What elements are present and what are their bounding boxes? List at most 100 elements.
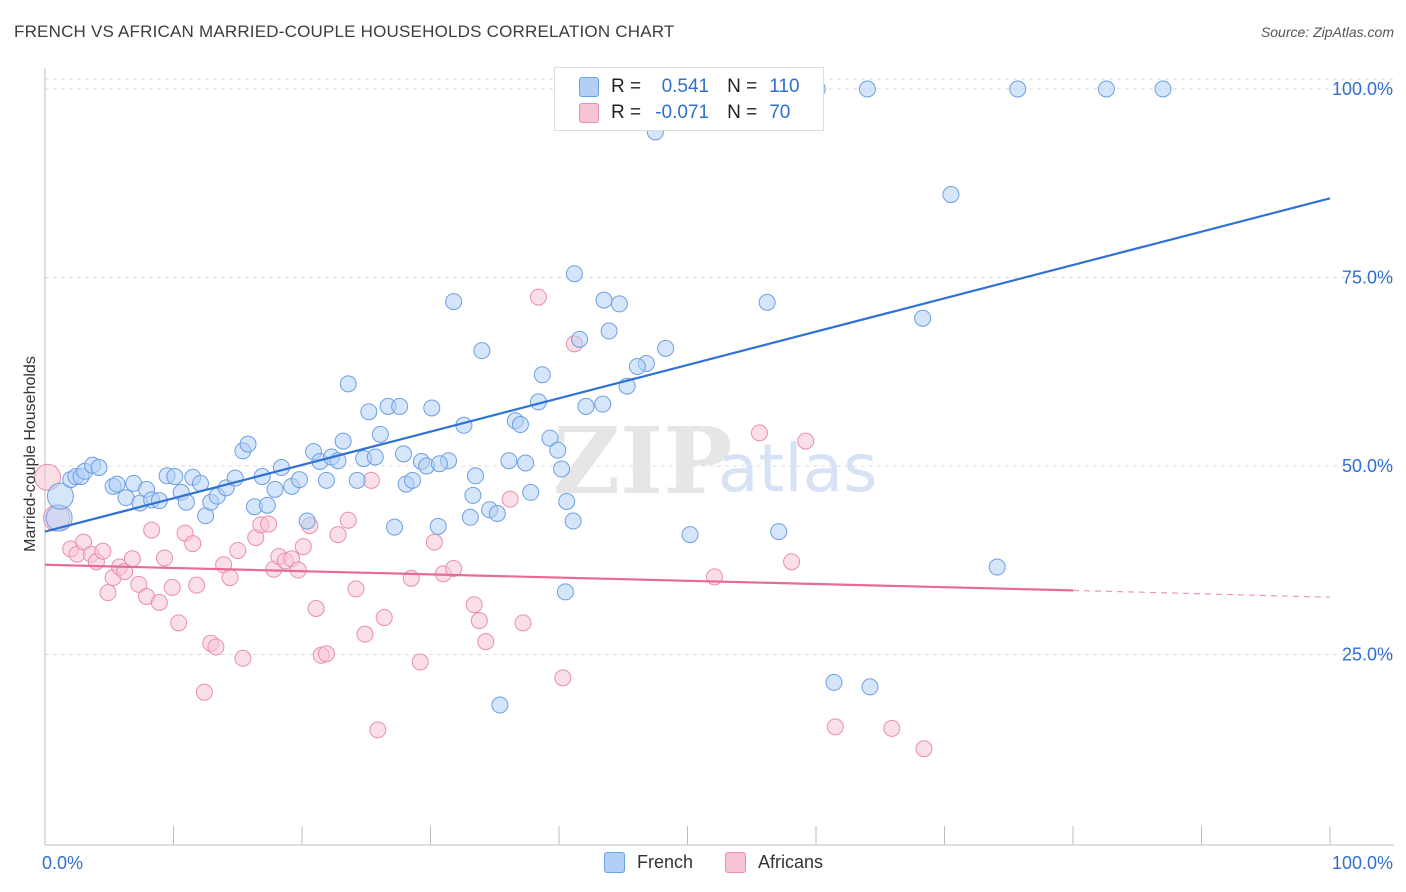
- africans-point-17[interactable]: [156, 549, 174, 567]
- french-point-101[interactable]: [595, 291, 613, 309]
- french-point-96[interactable]: [942, 186, 960, 204]
- africans-point-13[interactable]: [130, 575, 148, 593]
- africans-point-54[interactable]: [445, 560, 463, 578]
- africans-point-55[interactable]: [465, 596, 483, 614]
- french-point-92[interactable]: [825, 673, 843, 691]
- africans-point-28[interactable]: [229, 541, 247, 559]
- french-point-36[interactable]: [298, 512, 316, 530]
- africans-point-25[interactable]: [207, 638, 225, 656]
- french-point-81[interactable]: [610, 295, 628, 313]
- africans-point-66[interactable]: [826, 718, 844, 736]
- french-point-80[interactable]: [600, 322, 618, 340]
- french-point-28[interactable]: [239, 435, 257, 453]
- french-point-95[interactable]: [914, 309, 932, 327]
- africans-point-46[interactable]: [356, 625, 374, 643]
- africans-point-15[interactable]: [143, 521, 161, 539]
- africans-point-67[interactable]: [883, 719, 901, 737]
- africans-point-59[interactable]: [529, 288, 547, 306]
- french-point-7[interactable]: [90, 459, 108, 477]
- french-point-53[interactable]: [404, 471, 422, 489]
- french-point-74[interactable]: [549, 441, 567, 459]
- french-point-32[interactable]: [266, 480, 284, 498]
- french-point-31[interactable]: [258, 496, 276, 514]
- french-point-56[interactable]: [423, 399, 441, 417]
- africans-point-4[interactable]: [75, 533, 93, 551]
- french-point-1[interactable]: [46, 482, 74, 510]
- africans-point-7[interactable]: [94, 542, 112, 560]
- africans-point-58[interactable]: [514, 614, 532, 632]
- french-point-62[interactable]: [466, 467, 484, 485]
- french-point-93[interactable]: [858, 80, 876, 98]
- africans-point-16[interactable]: [150, 593, 168, 611]
- africans-point-56[interactable]: [470, 612, 488, 630]
- french-point-59[interactable]: [445, 293, 463, 311]
- french-point-105[interactable]: [430, 455, 448, 473]
- french-point-69[interactable]: [517, 454, 535, 472]
- africans-point-19[interactable]: [170, 614, 188, 632]
- french-point-73[interactable]: [541, 429, 559, 447]
- french-point-106[interactable]: [553, 460, 571, 478]
- french-point-61[interactable]: [461, 508, 479, 526]
- french-point-99[interactable]: [1097, 80, 1115, 98]
- africans-point-57[interactable]: [477, 633, 495, 651]
- africans-point-49[interactable]: [375, 609, 393, 627]
- french-point-86[interactable]: [681, 526, 699, 544]
- africans-point-0[interactable]: [34, 463, 62, 491]
- french-point-63[interactable]: [473, 342, 491, 360]
- africans-point-51[interactable]: [411, 653, 429, 671]
- french-point-48[interactable]: [371, 425, 389, 443]
- africans-point-47[interactable]: [362, 471, 380, 489]
- french-point-75[interactable]: [558, 492, 576, 510]
- africans-point-29[interactable]: [234, 649, 252, 667]
- french-point-72[interactable]: [533, 366, 551, 384]
- french-point-85[interactable]: [657, 339, 675, 357]
- legend-item-africans[interactable]: Africans: [725, 852, 823, 873]
- africans-point-32[interactable]: [260, 515, 278, 533]
- french-point-109[interactable]: [395, 445, 413, 463]
- french-point-17[interactable]: [166, 468, 184, 486]
- africans-point-69[interactable]: [501, 490, 519, 508]
- french-point-98[interactable]: [1009, 80, 1027, 98]
- africans-point-48[interactable]: [369, 721, 387, 739]
- french-point-90[interactable]: [770, 523, 788, 541]
- africans-point-22[interactable]: [188, 576, 206, 594]
- french-point-33[interactable]: [272, 459, 290, 477]
- french-point-10[interactable]: [117, 489, 135, 507]
- french-point-44[interactable]: [348, 471, 366, 489]
- french-point-79[interactable]: [594, 395, 612, 413]
- french-point-65[interactable]: [488, 505, 506, 523]
- french-point-51[interactable]: [391, 397, 409, 415]
- french-point-70[interactable]: [522, 483, 540, 501]
- africans-point-40[interactable]: [307, 600, 325, 618]
- africans-point-38[interactable]: [294, 538, 312, 556]
- french-point-107[interactable]: [464, 486, 482, 504]
- french-point-42[interactable]: [334, 432, 352, 450]
- africans-point-65[interactable]: [797, 432, 815, 450]
- french-point-57[interactable]: [429, 517, 447, 535]
- legend-item-french[interactable]: French: [604, 852, 693, 873]
- french-point-9[interactable]: [108, 475, 126, 493]
- french-point-78[interactable]: [577, 397, 595, 415]
- french-point-89[interactable]: [758, 293, 776, 311]
- french-point-103[interactable]: [556, 583, 574, 601]
- french-point-46[interactable]: [360, 403, 378, 421]
- french-point-76[interactable]: [565, 265, 583, 283]
- africans-point-23[interactable]: [195, 683, 213, 701]
- french-point-77[interactable]: [571, 330, 589, 348]
- french-point-39[interactable]: [317, 471, 335, 489]
- africans-point-8[interactable]: [99, 584, 117, 602]
- africans-point-60[interactable]: [554, 669, 572, 687]
- africans-point-44[interactable]: [339, 511, 357, 529]
- africans-point-27[interactable]: [221, 569, 239, 587]
- french-point-108[interactable]: [564, 512, 582, 530]
- french-point-50[interactable]: [386, 518, 404, 536]
- africans-point-68[interactable]: [915, 740, 933, 758]
- french-point-102[interactable]: [628, 357, 646, 375]
- french-point-100[interactable]: [1154, 80, 1172, 98]
- africans-point-18[interactable]: [163, 578, 181, 596]
- french-point-35[interactable]: [290, 471, 308, 489]
- africans-point-12[interactable]: [123, 550, 141, 568]
- french-point-94[interactable]: [861, 678, 879, 696]
- africans-point-63[interactable]: [750, 424, 768, 442]
- french-point-97[interactable]: [988, 558, 1006, 576]
